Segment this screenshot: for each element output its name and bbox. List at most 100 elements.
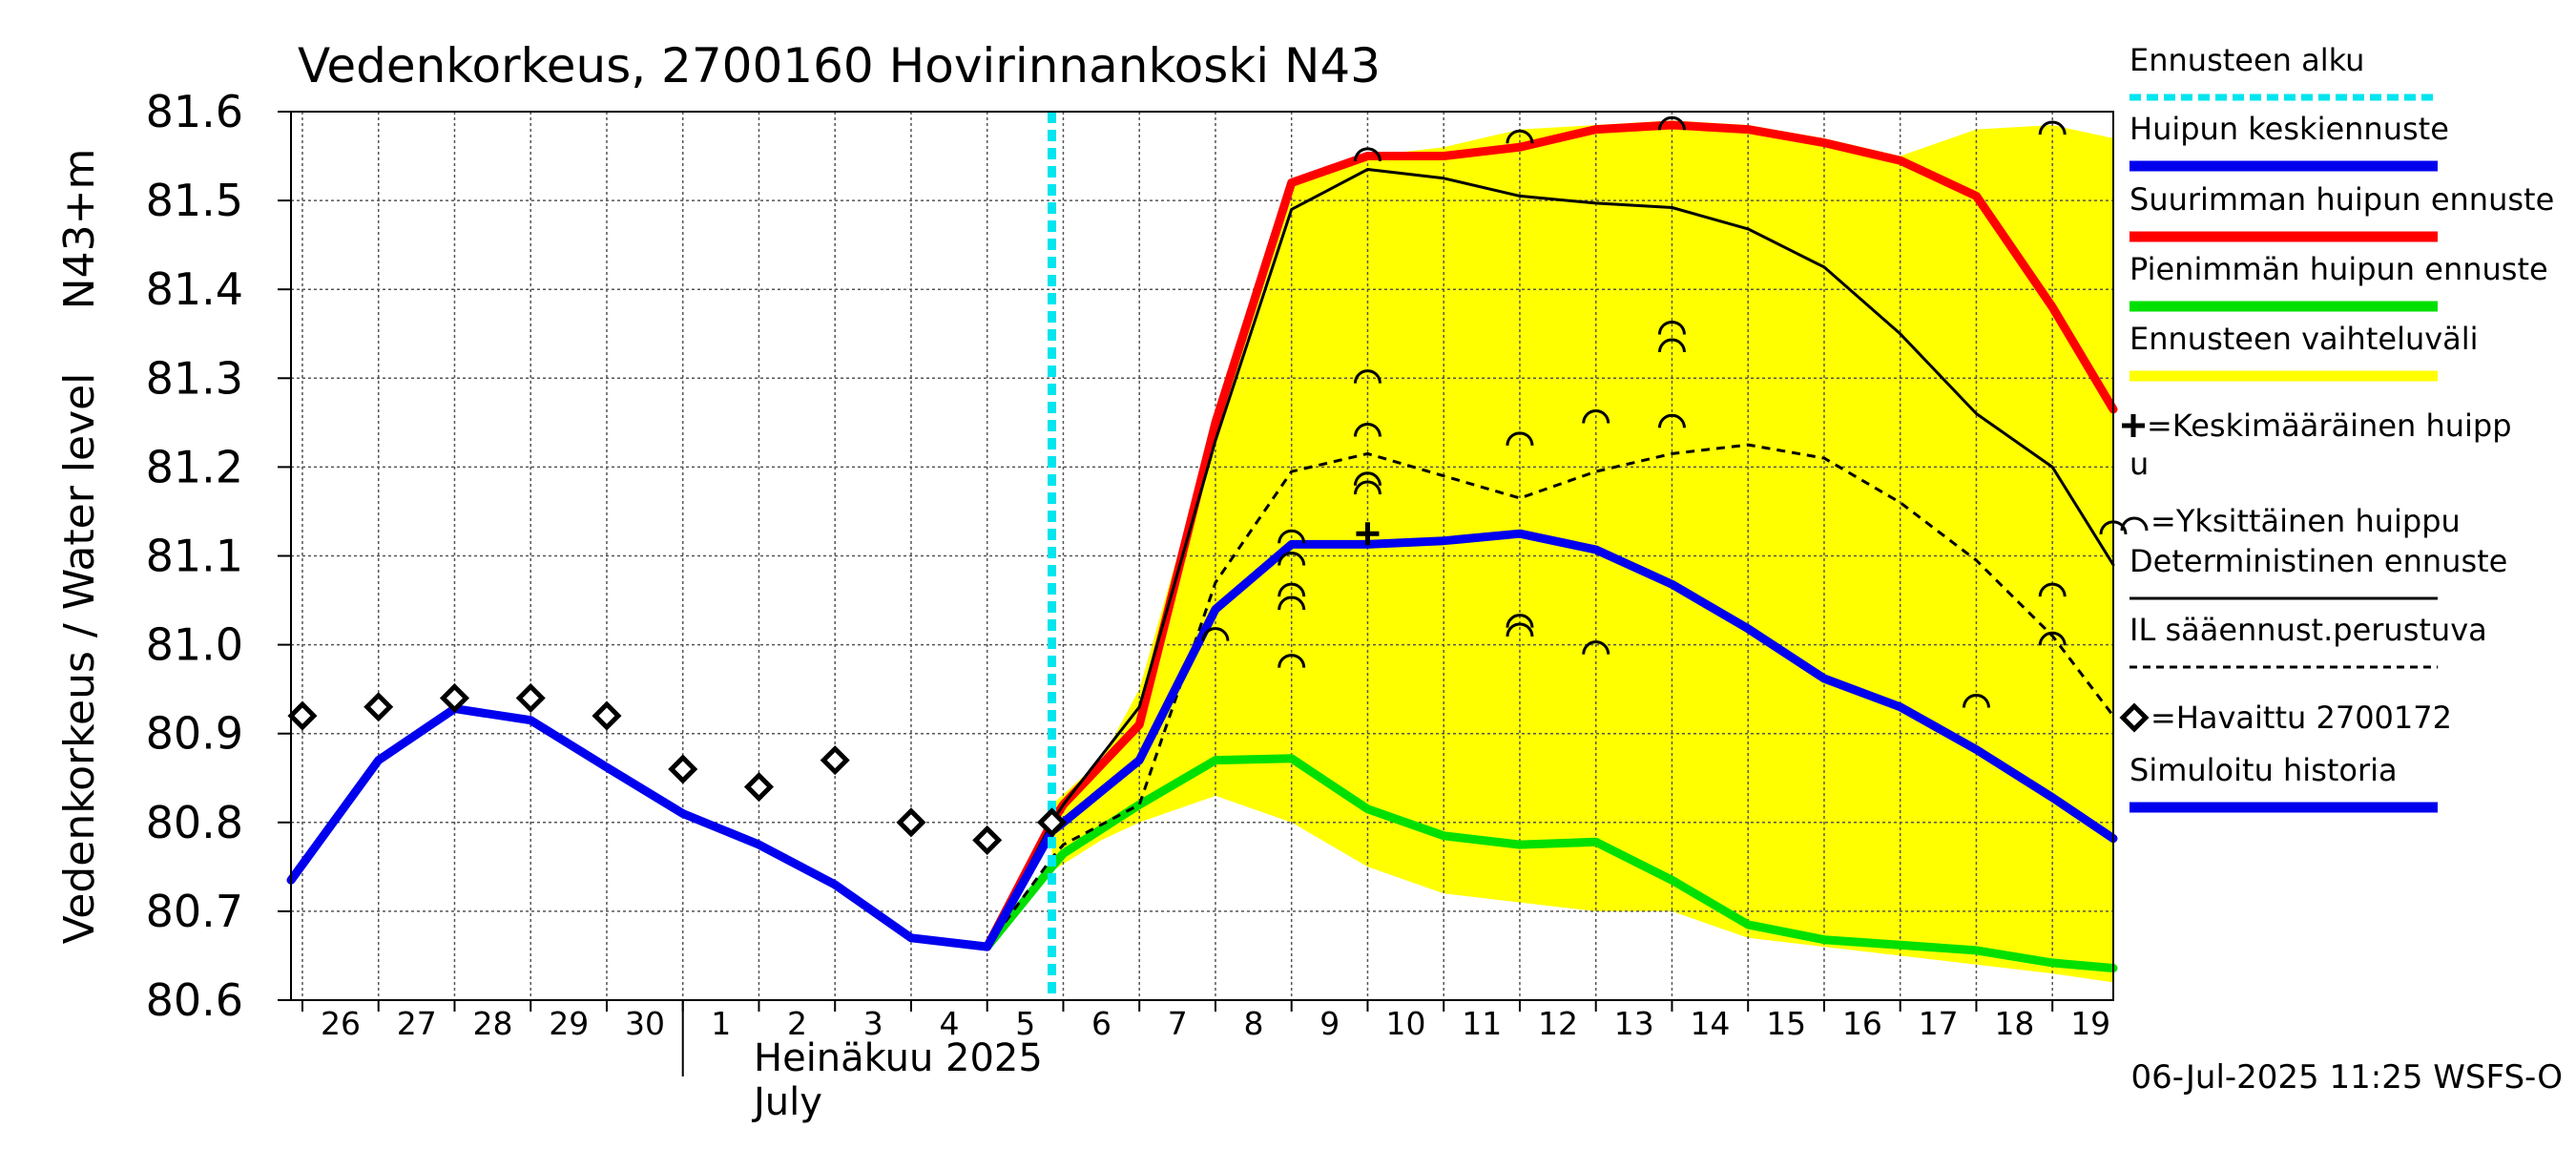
series-marker-arc bbox=[1353, 147, 1381, 162]
series-marker-diamond bbox=[972, 825, 1003, 855]
series-marker-arc bbox=[1657, 115, 1686, 131]
series-marker-arc bbox=[1506, 622, 1534, 637]
x-tick-label: 1 bbox=[711, 1005, 731, 1042]
series-line bbox=[1048, 529, 2118, 844]
y-tick-label: 80.8 bbox=[146, 797, 243, 848]
x-tick-label: 3 bbox=[863, 1005, 883, 1042]
x-tick-label: 9 bbox=[1319, 1005, 1340, 1042]
series-marker-diamond bbox=[439, 682, 469, 713]
y-tick-label: 81.0 bbox=[146, 619, 243, 671]
x-tick-label: 8 bbox=[1243, 1005, 1263, 1042]
series-marker-arc bbox=[1353, 471, 1381, 486]
series-marker-arc bbox=[2038, 631, 2067, 646]
x-tick-label: 6 bbox=[1091, 1005, 1111, 1042]
legend-symbol bbox=[2120, 516, 2149, 532]
legend-label: Ennusteen vaihteluväli bbox=[2129, 321, 2479, 357]
legend-label: Huipun keskiennuste bbox=[2129, 111, 2449, 147]
y-axis-label-inner: N43+m bbox=[55, 149, 104, 310]
legend-label: Deterministinen ennuste bbox=[2129, 543, 2507, 579]
x-tick-label: 18 bbox=[1994, 1005, 2034, 1042]
legend-label: =Keskimääräinen huipp bbox=[2147, 407, 2512, 444]
x-tick-label: 12 bbox=[1538, 1005, 1578, 1042]
series-line bbox=[286, 704, 1056, 951]
legend-label: =Yksittäinen huippu bbox=[2150, 503, 2461, 539]
series-marker-arc bbox=[1353, 480, 1381, 495]
series-line bbox=[983, 120, 2118, 951]
series-layer bbox=[286, 112, 2118, 1000]
series-marker-arc bbox=[1353, 423, 1381, 437]
series-marker-diamond bbox=[287, 700, 318, 731]
series-marker-arc bbox=[1506, 431, 1534, 446]
series-marker-arc bbox=[2038, 120, 2067, 136]
legend-label: Pienimmän huipun ennuste bbox=[2129, 251, 2548, 287]
series-marker-diamond bbox=[743, 772, 774, 803]
y-tick-label: 80.9 bbox=[146, 708, 243, 760]
y-tick-label: 80.7 bbox=[146, 886, 243, 937]
x-tick-label: 4 bbox=[939, 1005, 959, 1042]
series-marker-arc bbox=[1278, 595, 1306, 611]
legend-label: Suurimman huipun ennuste bbox=[2129, 181, 2554, 218]
series-marker-arc bbox=[1962, 693, 1990, 708]
legend-label: Simuloitu historia bbox=[2129, 752, 2398, 788]
x-tick-label: 14 bbox=[1690, 1005, 1730, 1042]
legend-label: IL sääennust.perustuva bbox=[2129, 612, 2487, 648]
series-marker-arc bbox=[1657, 320, 1686, 335]
series-marker-arc bbox=[1506, 129, 1534, 144]
series-marker-arc bbox=[1201, 627, 1230, 641]
legend-label: =Havaittu 2700172 bbox=[2150, 700, 2452, 736]
y-tick-label: 81.1 bbox=[146, 531, 243, 582]
series-marker-plus bbox=[1356, 522, 1380, 546]
series-line bbox=[986, 168, 2115, 949]
x-tick-label: 13 bbox=[1614, 1005, 1654, 1042]
chart-title: Vedenkorkeus, 2700160 Hovirinnankoski N4… bbox=[298, 38, 1381, 94]
series-marker-arc bbox=[1506, 614, 1534, 628]
series-line bbox=[986, 443, 2115, 948]
series-marker-diamond bbox=[364, 692, 394, 722]
y-tick-label: 81.2 bbox=[146, 441, 243, 492]
series-marker-diamond bbox=[592, 700, 622, 731]
y-tick-label: 81.6 bbox=[146, 86, 243, 137]
legend: Ennusteen alku Huipun keskiennuste Suurimm… bbox=[2119, 42, 2554, 813]
series-marker-arc bbox=[1278, 582, 1306, 597]
x-tick-label: 16 bbox=[1842, 1005, 1882, 1042]
x-tick-label: 11 bbox=[1462, 1005, 1502, 1042]
forecast-range-band bbox=[1051, 120, 2113, 983]
series-marker-diamond bbox=[668, 754, 698, 784]
x-tick-label: 29 bbox=[549, 1005, 589, 1042]
x-axis-month-label: Heinäkuu 2025 bbox=[754, 1036, 1043, 1080]
plot-frame bbox=[290, 111, 2114, 1001]
series-marker-arc bbox=[1657, 338, 1686, 353]
series-marker-arc bbox=[2038, 582, 2067, 597]
series-marker-arc bbox=[1582, 640, 1610, 655]
marker-layer bbox=[287, 115, 2128, 855]
y-tick-label: 81.4 bbox=[146, 263, 243, 315]
series-marker-arc bbox=[1278, 529, 1306, 544]
series-marker-arc bbox=[1657, 413, 1686, 428]
series-marker-arc bbox=[1353, 369, 1381, 384]
y-axis-label-outer: Vedenkorkeus / Water level bbox=[55, 373, 104, 945]
x-tick-label: 7 bbox=[1168, 1005, 1188, 1042]
series-marker-diamond bbox=[896, 807, 926, 838]
series-marker-arc bbox=[1278, 654, 1306, 668]
x-tick-label: 19 bbox=[2070, 1005, 2110, 1042]
x-tick-label: 30 bbox=[625, 1005, 665, 1042]
series-marker-diamond bbox=[515, 682, 546, 713]
legend-label: Ennusteen alku bbox=[2129, 42, 2364, 78]
series-marker-diamond bbox=[1036, 807, 1068, 838]
x-tick-label: 17 bbox=[1919, 1005, 1959, 1042]
x-tick-label: 10 bbox=[1385, 1005, 1425, 1042]
legend-label: u bbox=[2129, 446, 2149, 482]
series-line bbox=[983, 754, 2118, 972]
x-tick-label: 5 bbox=[1015, 1005, 1035, 1042]
x-tick-label: 15 bbox=[1766, 1005, 1806, 1042]
axes-layer: 80.6 80.7 80.8 80.9 81.0 81.1 81.2 81.3 81.4 81.5… bbox=[146, 86, 2114, 1076]
x-tick-label: 2 bbox=[787, 1005, 807, 1042]
series-marker-arc bbox=[1582, 409, 1610, 424]
x-tick-label: 26 bbox=[321, 1005, 361, 1042]
series-marker-arc bbox=[1278, 552, 1306, 566]
y-tick-label: 80.6 bbox=[146, 974, 243, 1026]
x-axis-month-label-english: July bbox=[751, 1080, 822, 1124]
footer-timestamp: 06-Jul-2025 11:25 WSFS-O bbox=[2130, 1058, 2563, 1097]
